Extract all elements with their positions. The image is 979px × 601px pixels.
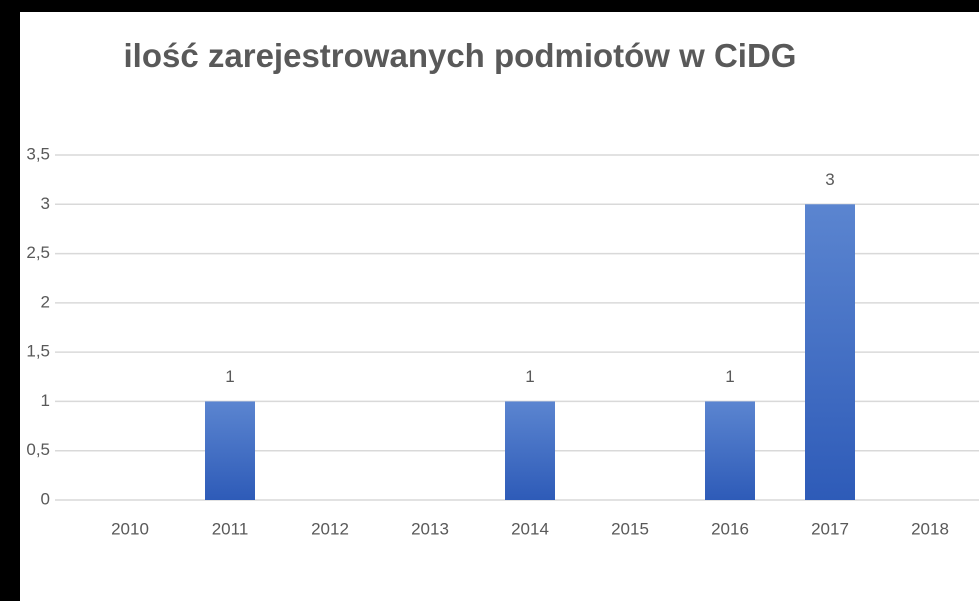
x-tick-label: 2014 xyxy=(511,519,549,538)
x-tick-label: 2012 xyxy=(311,519,349,538)
data-label: 1 xyxy=(225,367,234,386)
data-label: 3 xyxy=(825,170,834,189)
y-tick-label: 1 xyxy=(41,391,50,410)
bar xyxy=(705,401,755,500)
y-tick-label: 2,5 xyxy=(26,243,50,262)
x-tick-label: 2011 xyxy=(212,519,249,538)
chart-title: ilość zarejestrowanych podmiotów w CiDG xyxy=(123,37,797,74)
y-tick-label: 0,5 xyxy=(26,440,50,459)
y-tick-label: 3,5 xyxy=(26,144,50,163)
y-tick-label: 1,5 xyxy=(26,342,50,361)
x-tick-label: 2017 xyxy=(811,519,849,538)
data-label: 1 xyxy=(525,367,534,386)
bar xyxy=(205,401,255,500)
y-tick-label: 0 xyxy=(41,489,50,508)
bar xyxy=(805,204,855,501)
bar xyxy=(505,401,555,500)
y-tick-label: 2 xyxy=(41,292,50,311)
x-tick-label: 2010 xyxy=(111,519,149,538)
x-tick-label: 2018 xyxy=(911,519,949,538)
data-label: 1 xyxy=(725,367,734,386)
x-tick-label: 2013 xyxy=(411,519,449,538)
y-tick-label: 3 xyxy=(41,194,50,213)
x-tick-label: 2015 xyxy=(611,519,649,538)
x-tick-label: 2016 xyxy=(711,519,749,538)
